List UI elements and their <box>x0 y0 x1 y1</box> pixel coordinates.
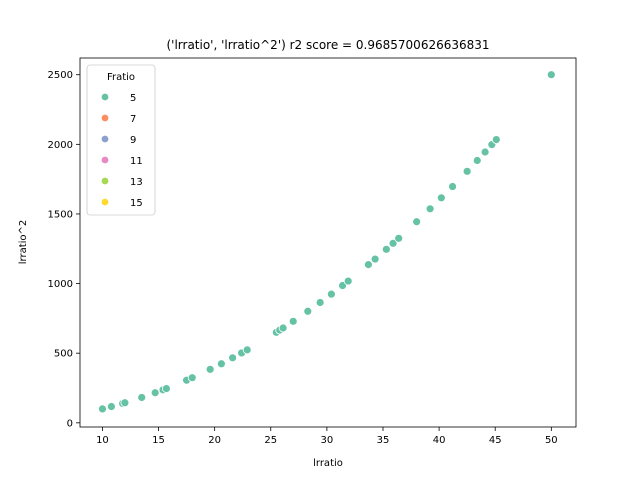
data-point <box>448 182 457 191</box>
legend-marker <box>100 176 110 186</box>
data-point <box>242 345 252 355</box>
data-point <box>228 353 238 363</box>
data-point <box>388 238 398 248</box>
y-tick-label: 2500 <box>48 70 73 81</box>
data-point <box>107 402 116 411</box>
data-point <box>381 244 391 254</box>
data-point <box>326 289 336 299</box>
data-point <box>205 364 215 374</box>
data-point <box>120 398 130 408</box>
legend-box <box>86 64 156 216</box>
data-point <box>343 276 353 286</box>
y-tick-label: 1000 <box>48 279 73 290</box>
data-point <box>546 70 556 80</box>
x-tick-label: 25 <box>264 435 277 446</box>
data-point <box>480 147 490 157</box>
data-point <box>436 193 446 203</box>
legend-entry-label: 13 <box>130 177 143 188</box>
x-tick-label: 15 <box>152 435 165 446</box>
y-axis-label: lrratio^2 <box>18 220 29 265</box>
y-tick-label: 1500 <box>48 209 73 220</box>
legend-marker <box>100 113 110 123</box>
legend-entries: 5 7 9 11 13 15 <box>100 92 143 209</box>
x-tick-label: 30 <box>321 435 334 446</box>
y-axis: 0 500 1000 1500 2000 2500 <box>48 70 80 429</box>
legend-marker <box>100 155 110 165</box>
data-point <box>491 135 501 144</box>
data-point <box>472 156 482 165</box>
x-tick-label: 20 <box>208 435 221 446</box>
data-point <box>394 233 404 243</box>
x-axis: 10 15 20 25 30 35 40 45 50 <box>96 427 558 446</box>
data-point <box>303 306 313 316</box>
y-tick-label: 2000 <box>48 140 73 151</box>
y-tick-label: 0 <box>67 418 73 429</box>
data-point <box>425 204 435 214</box>
x-tick-label: 50 <box>545 435 558 446</box>
x-axis-label: lrratio <box>313 458 343 469</box>
x-tick-label: 10 <box>96 435 109 446</box>
data-points <box>98 70 556 414</box>
legend-title: Fratio <box>107 72 135 83</box>
legend: Fratio 5 7 9 11 13 15 <box>86 64 156 216</box>
x-tick-label: 40 <box>433 435 446 446</box>
legend-entry-label: 7 <box>130 114 136 125</box>
plot-area <box>79 57 577 428</box>
legend-marker <box>100 92 110 102</box>
data-point <box>462 166 472 176</box>
legend-entry-label: 11 <box>130 156 143 167</box>
x-tick-label: 45 <box>489 435 502 446</box>
data-point <box>370 254 380 264</box>
data-point <box>216 359 226 369</box>
legend-marker <box>100 197 110 207</box>
legend-entry-label: 9 <box>130 135 136 146</box>
data-point <box>315 298 325 307</box>
data-point <box>278 323 288 333</box>
legend-entry-label: 5 <box>130 93 136 104</box>
data-point <box>137 393 147 402</box>
data-point <box>98 404 107 414</box>
y-tick-label: 500 <box>54 349 73 360</box>
data-point <box>363 260 373 270</box>
legend-entry-label: 15 <box>130 198 143 209</box>
data-point <box>162 384 171 393</box>
data-point <box>150 388 160 398</box>
x-tick-label: 35 <box>377 435 390 446</box>
chart-title: ('lrratio', 'lrratio^2') r2 score = 0.96… <box>166 38 489 52</box>
data-point <box>412 217 422 227</box>
data-point <box>288 316 298 326</box>
legend-marker <box>100 134 110 144</box>
data-point <box>187 373 197 383</box>
